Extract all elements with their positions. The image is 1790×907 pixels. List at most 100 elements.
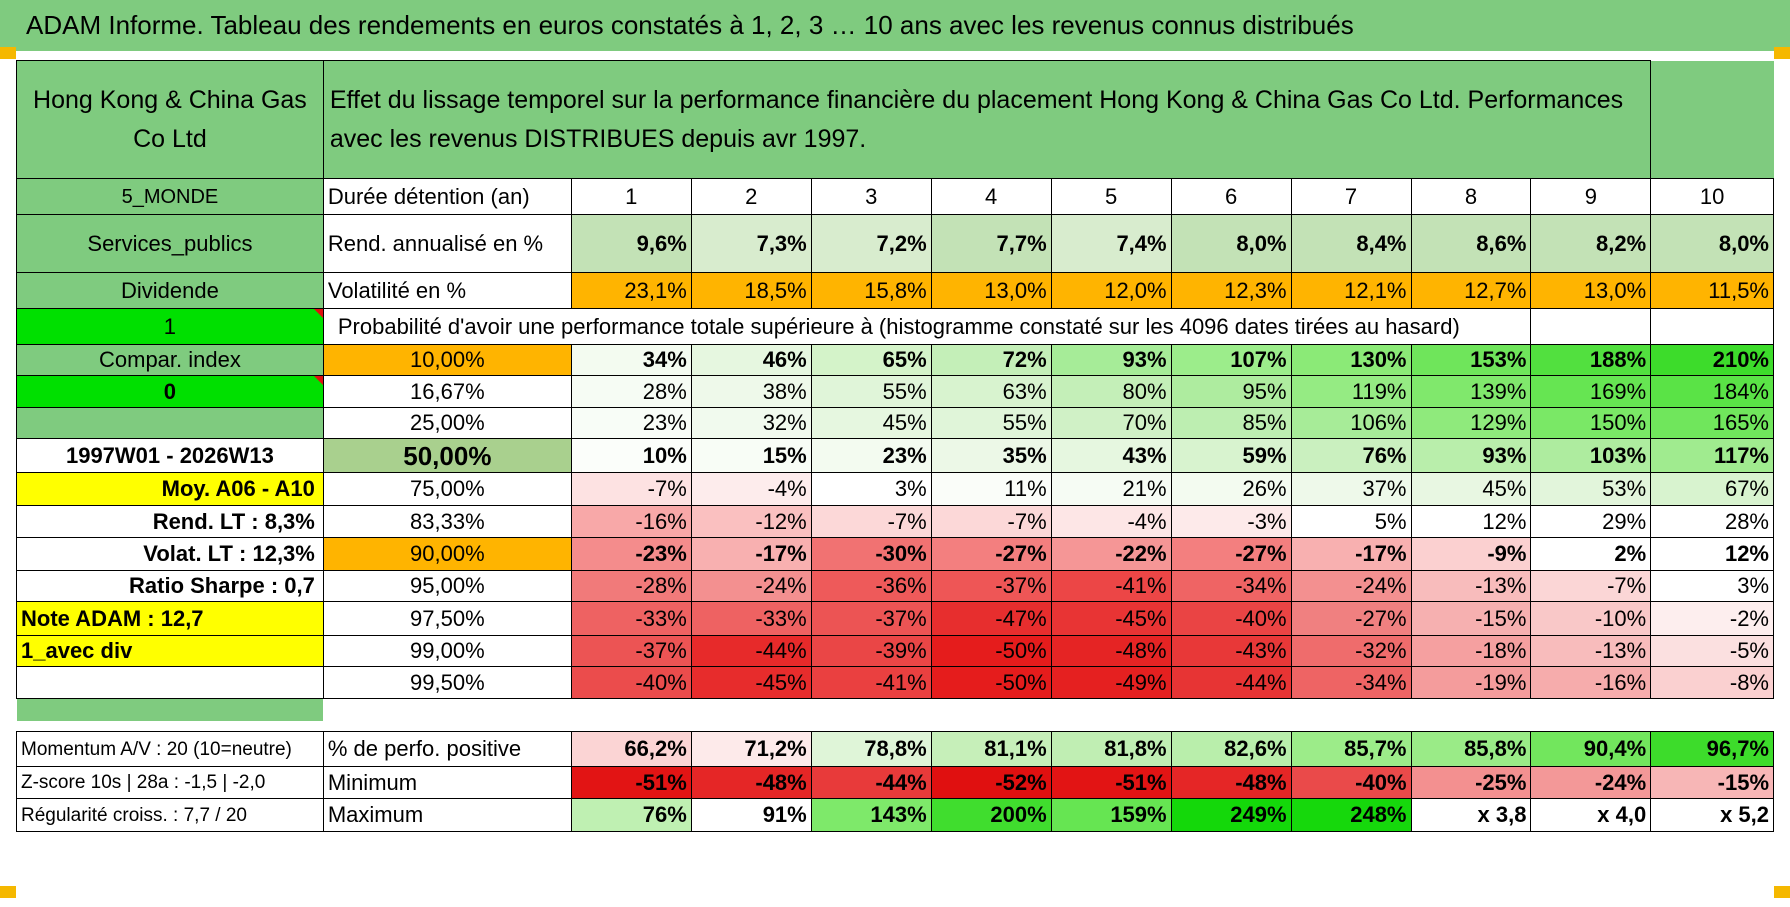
spacer-green: [16, 698, 324, 721]
minimum-value: -51%: [1050, 766, 1172, 799]
prob-value: -37%: [570, 635, 692, 667]
z-score-label: Z-score 10s | 28a : -1,5 | -2,0: [16, 766, 324, 799]
annualized-return-value: 7,2%: [810, 214, 932, 273]
prob-level: 75,00%: [322, 472, 572, 506]
prob-value: 165%: [1650, 407, 1774, 439]
minimum-label: Minimum: [322, 766, 572, 799]
category-cell: 5_MONDE: [16, 178, 324, 215]
maximum-value: 249%: [1170, 798, 1292, 832]
positive-rate-value: 85,7%: [1290, 731, 1412, 767]
prob-value: 72%: [930, 344, 1052, 376]
prob-value: 150%: [1530, 407, 1652, 439]
prob-value: -39%: [810, 635, 932, 667]
volatility-value: 12,0%: [1050, 272, 1172, 309]
prob-value: -17%: [690, 537, 812, 571]
prob-value: -5%: [1650, 635, 1774, 667]
annualized-return-value: 8,0%: [1170, 214, 1292, 273]
year-header: 6: [1170, 178, 1292, 215]
prob-value: -7%: [570, 472, 692, 506]
sector-cell: Services_publics: [16, 214, 324, 273]
prob-value: 65%: [810, 344, 932, 376]
prob-value: -44%: [690, 635, 812, 667]
prob-row-995: 99,50% -40% -45% -41% -50% -49% -44% -34…: [16, 666, 1774, 699]
prob-value: -45%: [1050, 601, 1172, 636]
prob-value: -16%: [570, 505, 692, 538]
volatility-label: Volatilité en %: [322, 272, 572, 309]
prob-value: -8%: [1650, 666, 1774, 699]
positive-rate-row: Momentum A/V : 20 (10=neutre) % de perfo…: [16, 731, 1774, 767]
side-empty: [16, 407, 324, 439]
positive-rate-value: 90,4%: [1530, 731, 1652, 767]
prob-value: 139%: [1410, 375, 1532, 408]
prob-value: 169%: [1530, 375, 1652, 408]
prob-value: 93%: [1410, 438, 1532, 473]
maximum-value: 159%: [1050, 798, 1172, 832]
prob-value: 29%: [1530, 505, 1652, 538]
prob-level: 90,00%: [322, 537, 572, 571]
prob-value: -37%: [810, 601, 932, 636]
prob-value: 130%: [1290, 344, 1412, 376]
prob-value: -13%: [1530, 635, 1652, 667]
spacer-row-2: [17, 721, 1774, 732]
prob-value: -18%: [1410, 635, 1532, 667]
empty-cell: [1650, 308, 1774, 345]
prob-row-83: Rend. LT : 8,3% 83,33% -16% -12% -7% -7%…: [16, 505, 1774, 538]
prob-value: -4%: [1050, 505, 1172, 538]
maximum-value: x 3,8: [1410, 798, 1532, 832]
volatility-value: 23,1%: [570, 272, 692, 309]
spacer-row: [16, 698, 1774, 721]
prob-value: 184%: [1650, 375, 1774, 408]
prob-value: 5%: [1290, 505, 1412, 538]
compare-index-value: 0: [16, 375, 324, 408]
prob-value: -9%: [1410, 537, 1532, 571]
prob-value: 38%: [690, 375, 812, 408]
prob-value: 106%: [1290, 407, 1412, 439]
positive-rate-value: 85,8%: [1410, 731, 1532, 767]
prob-value: 3%: [1650, 570, 1774, 602]
prob-value: 35%: [930, 438, 1052, 473]
annualized-return-value: 8,2%: [1530, 214, 1652, 273]
annualized-return-value: 7,3%: [690, 214, 812, 273]
prob-value: -33%: [570, 601, 692, 636]
prob-value: 53%: [1530, 472, 1652, 506]
long-term-return: Rend. LT : 8,3%: [16, 505, 324, 538]
minimum-value: -15%: [1650, 766, 1774, 799]
header-row: Hong Kong & China Gas Co Ltd Effet du li…: [16, 60, 1774, 179]
prob-value: 59%: [1170, 438, 1292, 473]
prob-value: -27%: [930, 537, 1052, 571]
positive-rate-value: 78,8%: [810, 731, 932, 767]
prob-value: 34%: [570, 344, 692, 376]
income-type-cell: Dividende: [16, 272, 324, 309]
corner-marker-bottom-right: [1774, 886, 1790, 898]
prob-value: 46%: [690, 344, 812, 376]
prob-value: 32%: [690, 407, 812, 439]
prob-value: -32%: [1290, 635, 1412, 667]
volatility-row: Dividende Volatilité en % 23,1% 18,5% 15…: [16, 272, 1774, 309]
prob-value: -40%: [1170, 601, 1292, 636]
prob-level: 99,50%: [322, 666, 572, 699]
prob-row-25: 25,00% 23% 32% 45% 55% 70% 85% 106% 129%…: [16, 407, 1774, 439]
prob-value: -48%: [1050, 635, 1172, 667]
prob-value: -45%: [690, 666, 812, 699]
prob-value: -43%: [1170, 635, 1292, 667]
minimum-value: -24%: [1530, 766, 1652, 799]
prob-value: -19%: [1410, 666, 1532, 699]
annualized-return-value: 8,6%: [1410, 214, 1532, 273]
prob-value: 12%: [1410, 505, 1532, 538]
prob-value: -13%: [1410, 570, 1532, 602]
prob-row-95: Ratio Sharpe : 0,7 95,00% -28% -24% -36%…: [16, 570, 1774, 602]
prob-value: 28%: [1650, 505, 1774, 538]
maximum-value: 200%: [930, 798, 1052, 832]
prob-level: 16,67%: [322, 375, 572, 408]
annualized-return-label: Rend. annualisé en %: [322, 214, 572, 273]
year-header: 4: [930, 178, 1052, 215]
probability-header-row: 1 Probabilité d'avoir une performance to…: [16, 308, 1774, 345]
prob-row-50: 1997W01 - 2026W13 50,00% 10% 15% 23% 35%…: [16, 438, 1774, 473]
report-title: ADAM Informe. Tableau des rendements en …: [0, 0, 1790, 51]
prob-value: 210%: [1650, 344, 1774, 376]
prob-value: -41%: [810, 666, 932, 699]
annualized-return-value: 7,7%: [930, 214, 1052, 273]
positive-rate-value: 71,2%: [690, 731, 812, 767]
prob-value: -27%: [1170, 537, 1292, 571]
prob-value: 15%: [690, 438, 812, 473]
